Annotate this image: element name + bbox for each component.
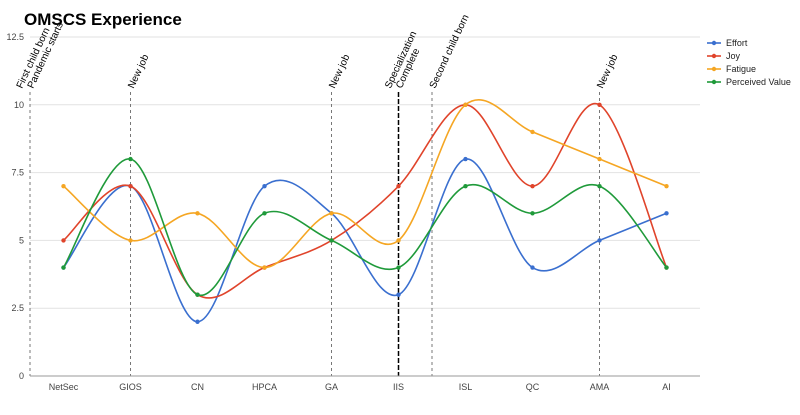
x-tick-label: NetSec bbox=[49, 382, 79, 392]
series-line-perceived-value bbox=[62, 158, 668, 296]
data-point-fatigue bbox=[262, 265, 267, 270]
data-point-effort bbox=[195, 319, 200, 324]
data-point-perceived-value bbox=[597, 183, 602, 189]
y-tick-label: 10 bbox=[14, 100, 24, 110]
chart-title: OMSCS Experience bbox=[24, 10, 182, 29]
annotation-label: New job bbox=[327, 52, 352, 90]
data-point-joy bbox=[597, 102, 602, 108]
data-point-perceived-value bbox=[128, 156, 133, 162]
x-tick-label: HPCA bbox=[252, 382, 277, 392]
legend: Effort Joy Fatigue Perceived Value bbox=[707, 38, 791, 87]
data-point-perceived-value bbox=[61, 265, 66, 270]
series-line-fatigue bbox=[62, 99, 667, 269]
annotation-label: New job bbox=[126, 52, 151, 90]
legend-label-effort: Effort bbox=[726, 38, 748, 48]
x-tick-label: AMA bbox=[590, 382, 610, 392]
data-point-effort bbox=[262, 183, 267, 189]
data-point-joy bbox=[61, 238, 66, 243]
x-tick-label: QC bbox=[526, 382, 540, 392]
series-layer bbox=[61, 99, 669, 324]
data-point-perceived-value bbox=[664, 265, 669, 270]
data-point-effort bbox=[463, 156, 468, 162]
data-point-perceived-value bbox=[329, 238, 334, 243]
annotation-label: New job bbox=[595, 52, 620, 90]
data-point-perceived-value bbox=[195, 292, 200, 297]
legend-label-joy: Joy bbox=[726, 51, 741, 61]
legend-marker-perceived-value bbox=[711, 79, 717, 85]
legend-marker-effort bbox=[711, 40, 717, 46]
data-point-fatigue bbox=[530, 129, 535, 135]
data-point-fatigue bbox=[128, 238, 133, 243]
annotation-label: Second child born bbox=[428, 13, 472, 90]
data-point-perceived-value bbox=[262, 211, 267, 216]
legend-marker-joy bbox=[711, 53, 717, 59]
data-point-fatigue bbox=[664, 183, 669, 189]
data-point-effort bbox=[530, 265, 535, 270]
data-point-joy bbox=[530, 183, 535, 189]
data-point-effort bbox=[664, 211, 669, 216]
legend-label-perceived-value: Perceived Value bbox=[726, 77, 791, 87]
y-tick-label: 2.5 bbox=[11, 303, 24, 313]
data-point-joy bbox=[128, 183, 133, 189]
x-tick-label: CN bbox=[191, 382, 204, 392]
x-tick-label: GA bbox=[325, 382, 338, 392]
data-point-joy bbox=[396, 183, 401, 189]
y-tick-label: 5 bbox=[19, 235, 24, 245]
data-point-effort bbox=[597, 238, 602, 243]
series-line-joy bbox=[62, 102, 668, 299]
series-line-effort bbox=[62, 158, 667, 323]
x-tick-label: AI bbox=[662, 382, 671, 392]
data-point-effort bbox=[396, 292, 401, 297]
data-point-fatigue bbox=[597, 156, 602, 162]
y-tick-label: 12.5 bbox=[6, 32, 24, 42]
legend-label-fatigue: Fatigue bbox=[726, 64, 756, 74]
data-point-fatigue bbox=[195, 211, 200, 216]
data-point-perceived-value bbox=[463, 183, 468, 189]
y-tick-label: 0 bbox=[19, 371, 24, 381]
data-point-fatigue bbox=[396, 238, 401, 243]
data-point-perceived-value bbox=[530, 211, 535, 216]
x-tick-label: IIS bbox=[393, 382, 404, 392]
legend-marker-fatigue bbox=[711, 66, 717, 72]
data-point-perceived-value bbox=[396, 265, 401, 270]
data-point-fatigue bbox=[61, 183, 66, 189]
data-point-fatigue bbox=[463, 102, 468, 108]
axis-layer: 0 2.5 5 7.5 10 12.5 NetSec GIOS CN HPCA GA IIS ISL QC… bbox=[6, 32, 700, 392]
x-tick-label: GIOS bbox=[119, 382, 142, 392]
y-tick-label: 7.5 bbox=[11, 168, 24, 178]
data-point-fatigue bbox=[329, 211, 334, 216]
x-tick-label: ISL bbox=[459, 382, 473, 392]
